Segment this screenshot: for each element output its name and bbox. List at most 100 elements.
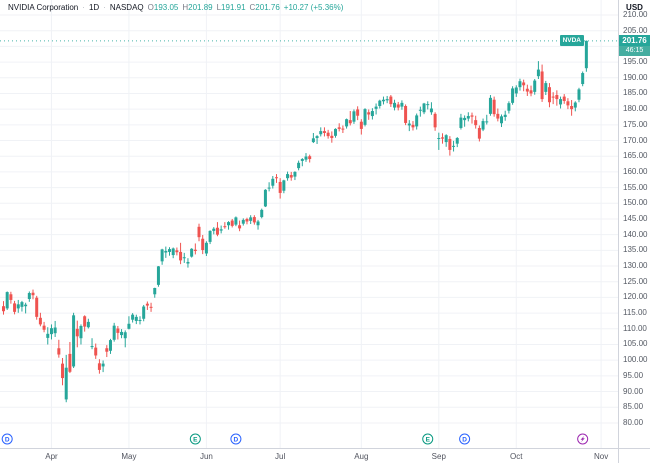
candle-body [245,218,249,222]
candle-body [352,111,356,122]
candle-body [529,90,533,94]
candle-body [584,40,588,69]
candle-body [5,292,9,309]
candle-body [271,178,275,186]
high-token: H201.89 [182,3,212,13]
candle-body [68,353,72,372]
candle-body [297,162,301,169]
candle-body [260,209,264,218]
earnings-icon[interactable]: E [422,433,434,445]
price-axis-label: 135.00 [623,245,648,255]
candle-body [35,297,39,317]
close-value: 201.76 [255,3,280,12]
candle-body [544,83,548,92]
price-axis-label: 125.00 [623,276,648,286]
price-axis-label: 170.00 [623,135,648,145]
candle-body [263,189,267,207]
candle-body [234,217,238,225]
low-value: 191.91 [221,3,246,12]
candle-body [459,117,463,128]
candle-body [418,109,422,111]
candle-body [286,174,290,179]
earnings-icon[interactable]: E [189,433,201,445]
symbol-title[interactable]: NVIDIA Corporation [8,3,79,12]
time-axis-label: May [121,452,137,461]
dividend-icon[interactable]: D [459,433,471,445]
candle-body [348,120,352,124]
candle-body [289,175,293,178]
low-token: L191.91 [217,3,246,13]
candle-body [356,109,360,116]
price-axis-label: 210.00 [623,10,648,19]
candle-body [190,248,194,257]
candle-body [533,80,537,92]
candles-layer [2,40,588,403]
price-axis-label: 145.00 [623,213,648,223]
candle-body [429,108,433,113]
price-axis[interactable]: USD 201.76 46:15 210.00205.00200.00195.0… [618,0,650,463]
high-value: 201.89 [188,3,213,12]
exchange-value[interactable]: NASDAQ [109,3,144,12]
candle-body [134,316,138,321]
candle-body [396,104,400,108]
candle-body [466,116,470,119]
candle-body [463,117,467,121]
candle-body [562,96,566,101]
price-axis-label: 110.00 [623,323,647,333]
time-axis-label: Sep [431,452,446,461]
price-axis-label: 205.00 [623,25,648,35]
candle-body [492,99,496,115]
candle-body [322,131,326,133]
upcoming-event-icon[interactable] [577,433,589,445]
candle-body [577,89,581,100]
time-axis[interactable]: Apr May Jun Jul Aug Sep Oct Nov [0,448,650,463]
candle-body [94,347,98,356]
candle-body [522,82,526,86]
candle-body [378,100,382,107]
candle-body [566,101,570,106]
candle-body [267,187,271,189]
high-label: H [182,3,189,12]
candle-body [31,292,35,296]
candle-body [319,131,323,135]
candle-body [208,230,212,242]
legend-separator: · [103,3,106,12]
open-value: 193.05 [153,3,179,12]
candle-body [24,304,28,307]
candle-body [97,363,101,370]
time-axis-label: Apr [45,452,58,461]
interval-value[interactable]: 1D [88,3,100,12]
candle-body [381,99,385,102]
candle-body [345,119,349,127]
candle-body [120,331,124,336]
candle-body [507,103,511,111]
symbol-tag-text: NVDA [562,37,581,45]
price-axis-label: 195.00 [623,57,648,67]
dividend-icon[interactable]: D [1,433,13,445]
candle-body [230,220,234,226]
candle-body [241,219,245,224]
chart-pane[interactable]: D E D E D NVIDIA Corporation · 1D · NASDAQ O… [0,0,618,448]
candle-body [404,106,408,123]
candle-body [511,88,515,103]
last-price-value: 201.76 [619,35,650,47]
dividend-icon[interactable]: D [230,433,242,445]
candle-body [46,333,50,338]
legend-separator: · [82,3,85,12]
candle-body [500,116,504,124]
candle-body [193,249,197,251]
time-axis-label: Aug [354,452,369,461]
candle-body [474,120,478,126]
candle-body [223,226,227,228]
candle-body [359,121,363,129]
price-axis-label: 85.00 [623,402,644,412]
last-price-symbol-tag: NVDA [559,35,584,47]
candle-body [64,367,68,400]
time-axis-label: Jul [275,452,286,461]
candle-body [389,96,393,105]
candle-body [153,288,157,295]
close-token: C201.76 [250,3,280,13]
candle-body [496,113,500,119]
